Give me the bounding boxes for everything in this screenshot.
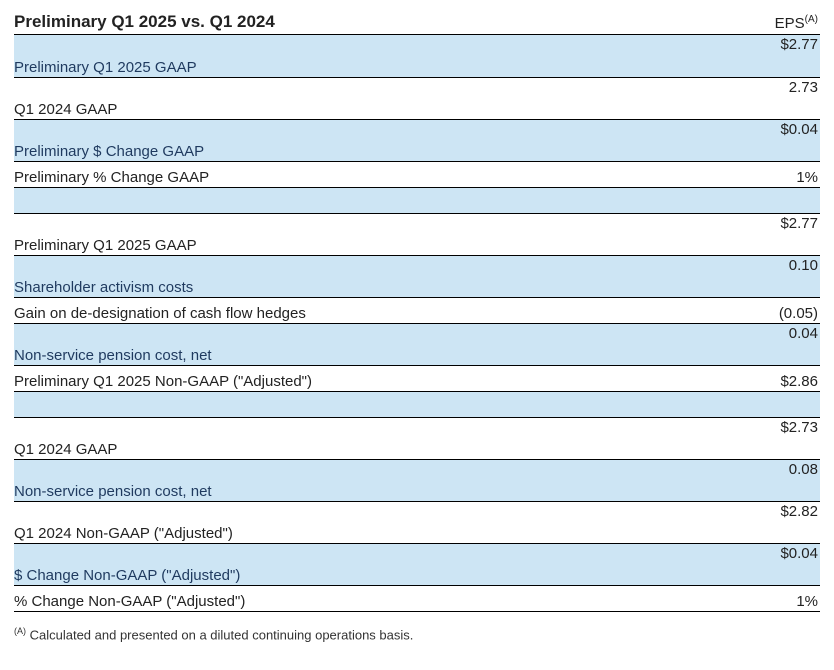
row-label: Q1 2024 Non-GAAP ("Adjusted") — [14, 501, 730, 543]
row-value: $2.82 — [730, 501, 820, 543]
row-value: 1% — [730, 585, 820, 611]
table-row: Q1 2024 GAAP 2.73 — [14, 77, 820, 119]
table-row: Preliminary % Change GAAP 1% — [14, 161, 820, 187]
row-label: $ Change Non-GAAP ("Adjusted") — [14, 543, 730, 585]
table-row: Q1 2024 Non-GAAP ("Adjusted") $2.82 — [14, 501, 820, 543]
row-label: % Change Non-GAAP ("Adjusted") — [14, 585, 730, 611]
row-label: Preliminary Q1 2025 GAAP — [14, 35, 730, 77]
row-label: Shareholder activism costs — [14, 255, 730, 297]
row-value: $2.77 — [730, 213, 820, 255]
row-label: Preliminary % Change GAAP — [14, 161, 730, 187]
table-row: Gain on de-designation of cash flow hedg… — [14, 297, 820, 323]
page-title: Preliminary Q1 2025 vs. Q1 2024 — [14, 12, 275, 32]
row-label: Preliminary $ Change GAAP — [14, 119, 730, 161]
row-value: $2.86 — [730, 365, 820, 391]
row-label: Gain on de-designation of cash flow hedg… — [14, 297, 730, 323]
eps-column-header: EPS(A) — [775, 14, 820, 32]
row-value: $0.04 — [730, 119, 820, 161]
table-header: Preliminary Q1 2025 vs. Q1 2024 EPS(A) — [14, 10, 820, 35]
table-row: % Change Non-GAAP ("Adjusted") 1% — [14, 585, 820, 611]
footnote-text: Calculated and presented on a diluted co… — [26, 627, 413, 642]
table-row: Preliminary Q1 2025 GAAP $2.77 — [14, 213, 820, 255]
eps-superscript: (A) — [805, 14, 818, 25]
table-row: Non-service pension cost, net 0.04 — [14, 323, 820, 365]
row-label: Q1 2024 GAAP — [14, 417, 730, 459]
table-row: Preliminary Q1 2025 Non-GAAP ("Adjusted"… — [14, 365, 820, 391]
table-row: Q1 2024 GAAP $2.73 — [14, 417, 820, 459]
row-label: Non-service pension cost, net — [14, 459, 730, 501]
row-value: $0.04 — [730, 543, 820, 585]
row-value: 2.73 — [730, 77, 820, 119]
financial-table: Preliminary Q1 2025 GAAP $2.77 Q1 2024 G… — [14, 35, 820, 612]
table-row: Preliminary Q1 2025 GAAP $2.77 — [14, 35, 820, 77]
row-label: Preliminary Q1 2025 Non-GAAP ("Adjusted"… — [14, 365, 730, 391]
row-value: (0.05) — [730, 297, 820, 323]
table-row: Preliminary $ Change GAAP $0.04 — [14, 119, 820, 161]
footnote: (A) Calculated and presented on a dilute… — [14, 626, 820, 642]
row-label: Q1 2024 GAAP — [14, 77, 730, 119]
row-value: 0.04 — [730, 323, 820, 365]
row-value: $2.73 — [730, 417, 820, 459]
row-value: 1% — [730, 161, 820, 187]
row-value: 0.10 — [730, 255, 820, 297]
table-spacer — [14, 391, 820, 417]
table-spacer — [14, 187, 820, 213]
table-row: Shareholder activism costs 0.10 — [14, 255, 820, 297]
eps-label-text: EPS — [775, 15, 805, 32]
row-label: Non-service pension cost, net — [14, 323, 730, 365]
row-value: 0.08 — [730, 459, 820, 501]
table-row: $ Change Non-GAAP ("Adjusted") $0.04 — [14, 543, 820, 585]
footnote-marker: (A) — [14, 626, 26, 636]
row-label: Preliminary Q1 2025 GAAP — [14, 213, 730, 255]
table-row: Non-service pension cost, net 0.08 — [14, 459, 820, 501]
row-value: $2.77 — [730, 35, 820, 77]
